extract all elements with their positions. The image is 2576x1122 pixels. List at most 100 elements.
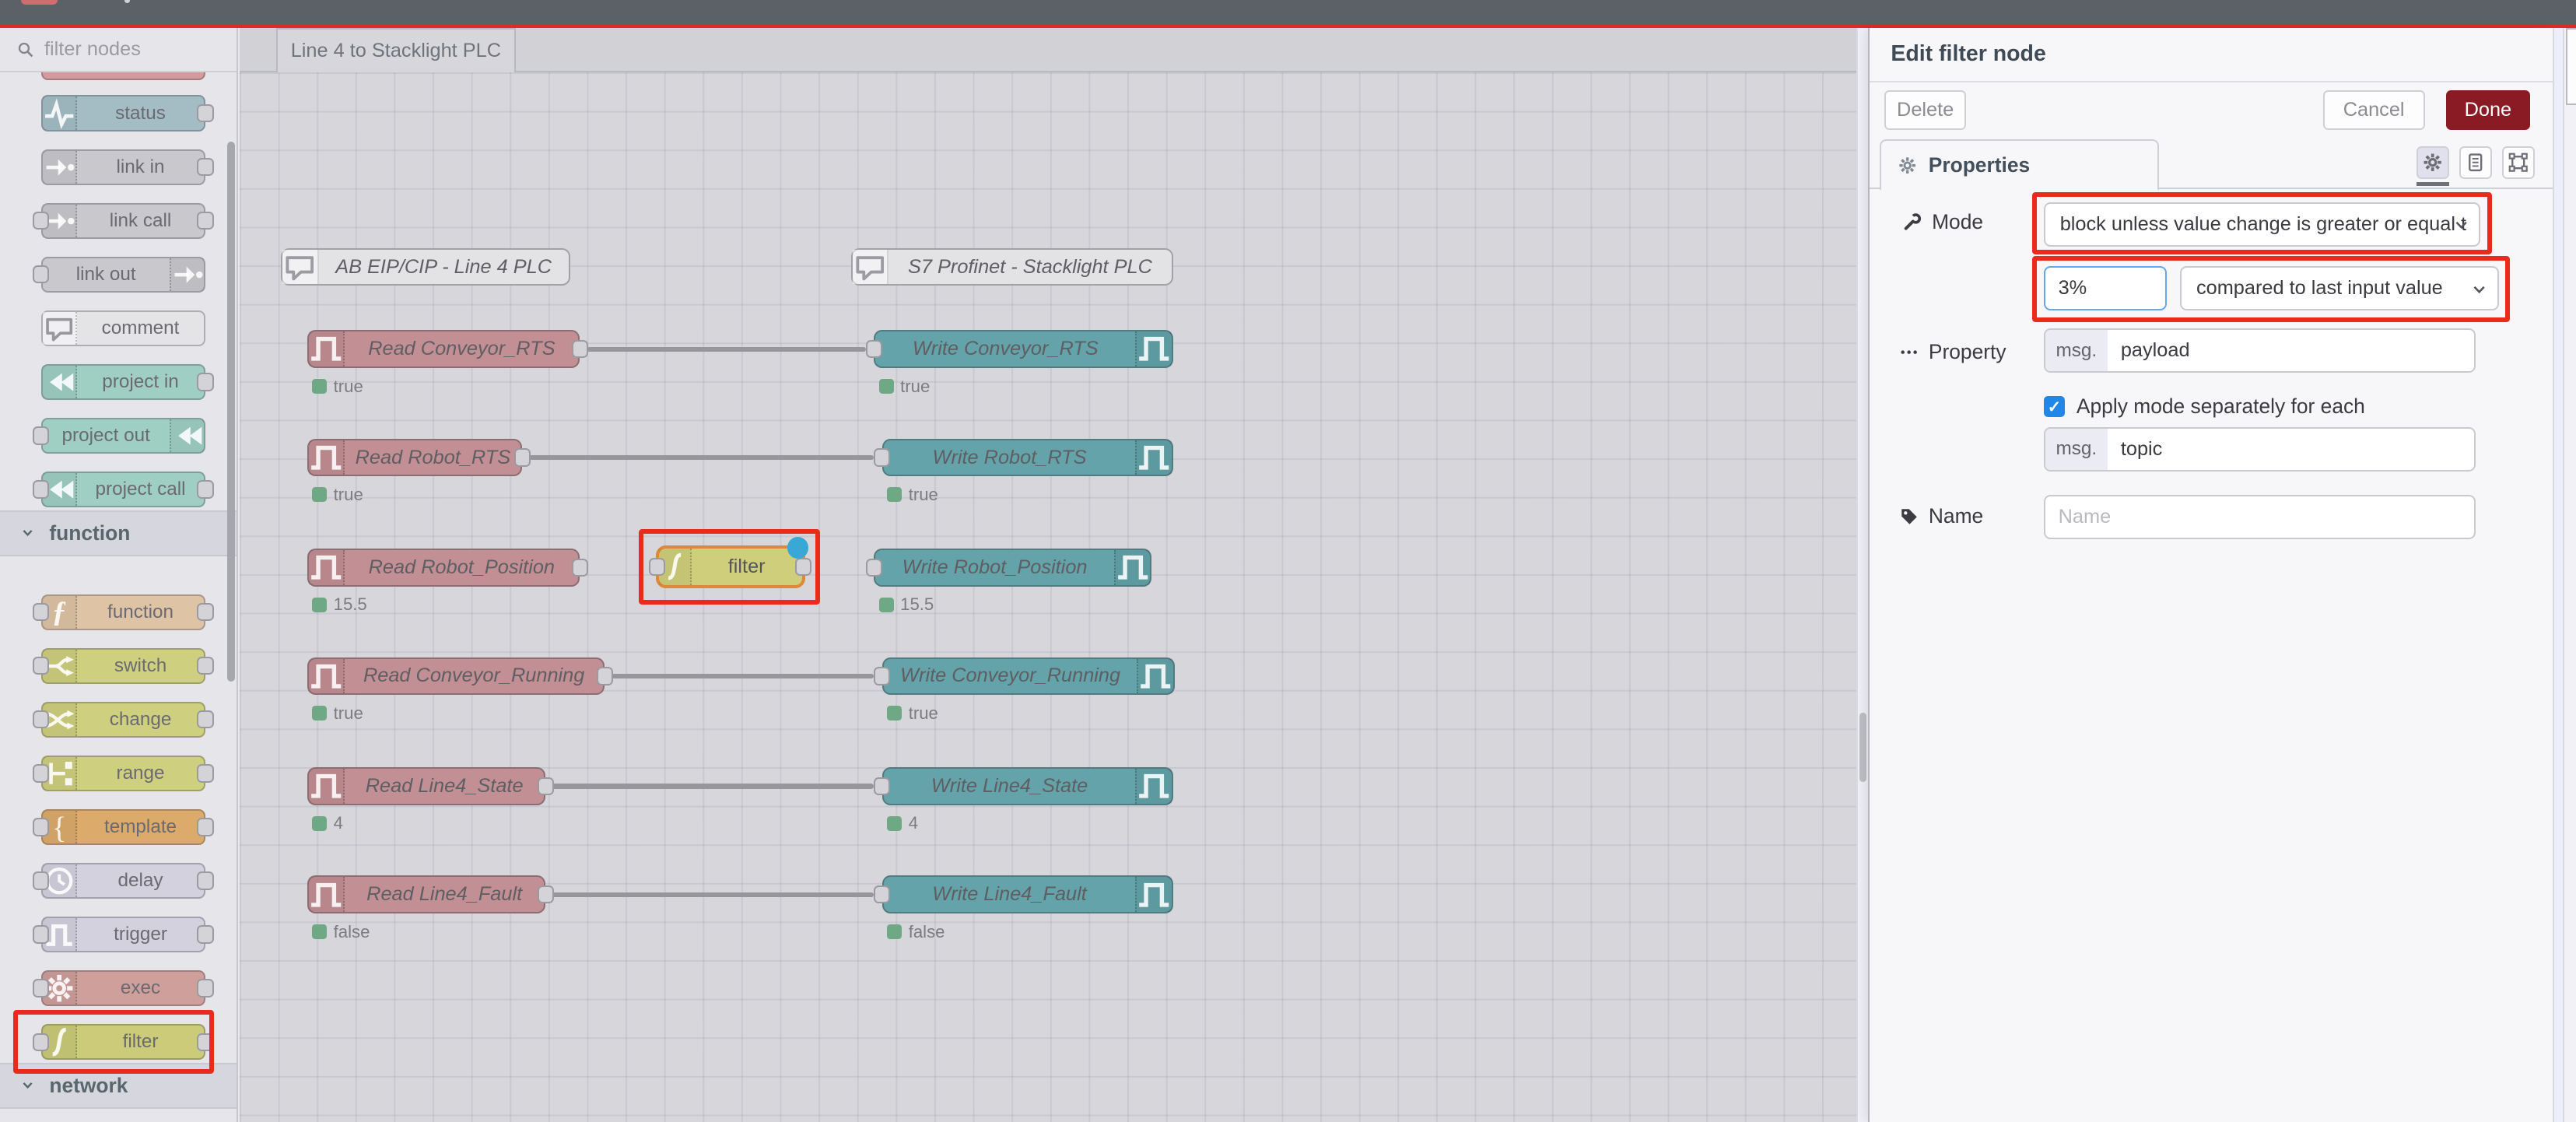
node-port-input[interactable]	[874, 777, 891, 795]
wire[interactable]	[586, 346, 866, 352]
wire[interactable]	[528, 454, 874, 461]
appearance-icon-button[interactable]	[2501, 146, 2536, 180]
node-port-input[interactable]	[874, 667, 891, 685]
flow-node-Write-Line4_State[interactable]: Write Line4_State	[874, 767, 1173, 805]
palette-item-comment[interactable]: comment	[40, 310, 205, 347]
palette-item-trigger[interactable]: trigger	[33, 916, 214, 953]
palette-item-change[interactable]: change	[33, 701, 214, 738]
node-port-output[interactable]	[197, 710, 214, 729]
palette-item-function[interactable]: ƒ function	[33, 594, 214, 630]
node-port-output[interactable]	[795, 557, 812, 577]
cancel-button[interactable]: Cancel	[2322, 90, 2425, 130]
palette-item-switch[interactable]: switch	[33, 647, 214, 685]
node-port-input[interactable]	[33, 925, 50, 944]
palette-item-status[interactable]: status	[40, 95, 214, 131]
palette-item-exec[interactable]: exec	[33, 969, 214, 1007]
node-port-input[interactable]	[33, 265, 50, 284]
flow-node-Write-Line4_Fault[interactable]: Write Line4_Fault	[874, 875, 1173, 914]
node-port-output[interactable]	[197, 871, 214, 890]
flow-node-Write-Robot_RTS[interactable]: Write Robot_RTS	[874, 438, 1173, 477]
palette-item-template[interactable]: {template	[33, 808, 214, 846]
palette-search-input[interactable]: filter nodes	[0, 28, 237, 72]
node-port-input[interactable]	[33, 710, 50, 729]
node-port-output[interactable]	[197, 373, 214, 391]
properties-icon-button[interactable]	[2417, 146, 2450, 180]
node-port-input[interactable]	[33, 657, 50, 675]
name-input[interactable]	[2043, 494, 2476, 539]
node-port-input[interactable]	[874, 448, 891, 467]
node-port-output[interactable]	[571, 340, 589, 359]
node-port-input[interactable]	[33, 979, 50, 998]
node-port-output[interactable]	[197, 657, 214, 675]
node-port-input[interactable]	[33, 818, 50, 836]
node-port-output[interactable]	[537, 885, 554, 904]
flow-node-Write-Conveyor_Running[interactable]: Write Conveyor_Running	[874, 657, 1175, 696]
palette-item-project-out[interactable]: project out	[33, 417, 205, 454]
node-port-input[interactable]	[33, 764, 50, 783]
node-port-output[interactable]	[197, 925, 214, 944]
node-port-output[interactable]	[197, 104, 214, 123]
delete-button[interactable]: Delete	[1884, 90, 1967, 130]
tray-scrollbar[interactable]	[2553, 27, 2565, 1122]
palette-category-function[interactable]: function	[0, 510, 237, 556]
node-port-output[interactable]	[197, 764, 214, 783]
node-port-input[interactable]	[33, 1033, 50, 1051]
flow-node-Read-Line4_Fault[interactable]: Read Line4_Fault	[307, 875, 554, 914]
node-port-input[interactable]	[865, 558, 882, 577]
flow-node-Write-Conveyor_RTS[interactable]: Write Conveyor_RTS	[865, 330, 1173, 368]
node-port-output[interactable]	[596, 667, 613, 685]
palette-category-network[interactable]: network	[0, 1062, 237, 1110]
flow-node-Read-Conveyor_Running[interactable]: Read Conveyor_Running	[307, 657, 613, 696]
palette-item-range[interactable]: range	[33, 755, 214, 792]
done-button[interactable]: Done	[2446, 90, 2530, 130]
palette-item-link-out[interactable]: link out	[33, 256, 205, 293]
node-port-output[interactable]	[197, 158, 214, 177]
node-port-input[interactable]	[33, 480, 50, 499]
node-port-output[interactable]	[197, 212, 214, 230]
workspace-scrollbar[interactable]	[1856, 27, 1868, 1122]
node-port-output[interactable]	[537, 777, 554, 795]
palette-item-link-in[interactable]: link in	[40, 149, 214, 185]
node-port-output[interactable]	[197, 1033, 214, 1051]
node-port-input[interactable]	[648, 557, 665, 577]
palette-item-project-call[interactable]: project call	[33, 471, 214, 508]
comment-node[interactable]: S7 Profinet - Stacklight PLC	[850, 247, 1173, 286]
comment-node[interactable]: AB EIP/CIP - Line 4 PLC	[281, 247, 570, 286]
wire[interactable]	[552, 784, 874, 789]
flow-node-Read-Line4_State[interactable]: Read Line4_State	[307, 767, 554, 805]
property-type-button[interactable]: msg.	[2045, 330, 2108, 372]
compare-select[interactable]: compared to last input value	[2179, 266, 2499, 311]
node-port-output[interactable]	[197, 480, 214, 499]
flow-node-Read-Robot_Position[interactable]: Read Robot_Position	[307, 549, 589, 587]
flow-node-filter[interactable]: filter	[648, 537, 812, 588]
node-port-input[interactable]	[33, 603, 50, 622]
node-port-output[interactable]	[571, 558, 589, 577]
mode-select[interactable]: block unless value change is greater or …	[2043, 202, 2481, 247]
node-port-input[interactable]	[33, 426, 50, 445]
description-icon-button[interactable]	[2459, 146, 2493, 180]
flow-node-Read-Conveyor_RTS[interactable]: Read Conveyor_RTS	[307, 330, 589, 368]
node-port-output[interactable]	[197, 818, 214, 836]
node-port-output[interactable]	[197, 979, 214, 998]
flow-canvas[interactable]: AB EIP/CIP - Line 4 PLC S7 Profinet - Sta…	[240, 72, 1857, 1122]
palette-item-project-in[interactable]: project in	[40, 363, 214, 401]
palette-item-partial[interactable]	[40, 72, 205, 81]
flow-node-Write-Robot_Position[interactable]: Write Robot_Position	[865, 549, 1152, 587]
workspace-scrollbar-thumb[interactable]	[1859, 713, 1866, 783]
flow-node-Read-Robot_RTS[interactable]: Read Robot_RTS	[307, 438, 531, 477]
topic-type-button[interactable]: msg.	[2045, 428, 2108, 470]
apply-separately-checkbox[interactable]	[2043, 395, 2066, 418]
palette-item-link-call[interactable]: link call	[33, 202, 214, 239]
node-port-input[interactable]	[33, 212, 50, 230]
node-port-input[interactable]	[865, 340, 882, 359]
wire[interactable]	[552, 892, 874, 897]
wire[interactable]	[611, 673, 874, 679]
palette-scrollbar[interactable]	[226, 141, 236, 682]
node-port-input[interactable]	[33, 871, 50, 890]
node-port-input[interactable]	[874, 885, 891, 904]
node-port-output[interactable]	[197, 603, 214, 622]
tab-properties[interactable]: Properties	[1879, 139, 2159, 191]
property-typed-input[interactable]: msg. payload	[2043, 328, 2476, 373]
node-port-output[interactable]	[514, 448, 531, 467]
flow-tab[interactable]: Line 4 to Stacklight PLC	[275, 27, 517, 72]
